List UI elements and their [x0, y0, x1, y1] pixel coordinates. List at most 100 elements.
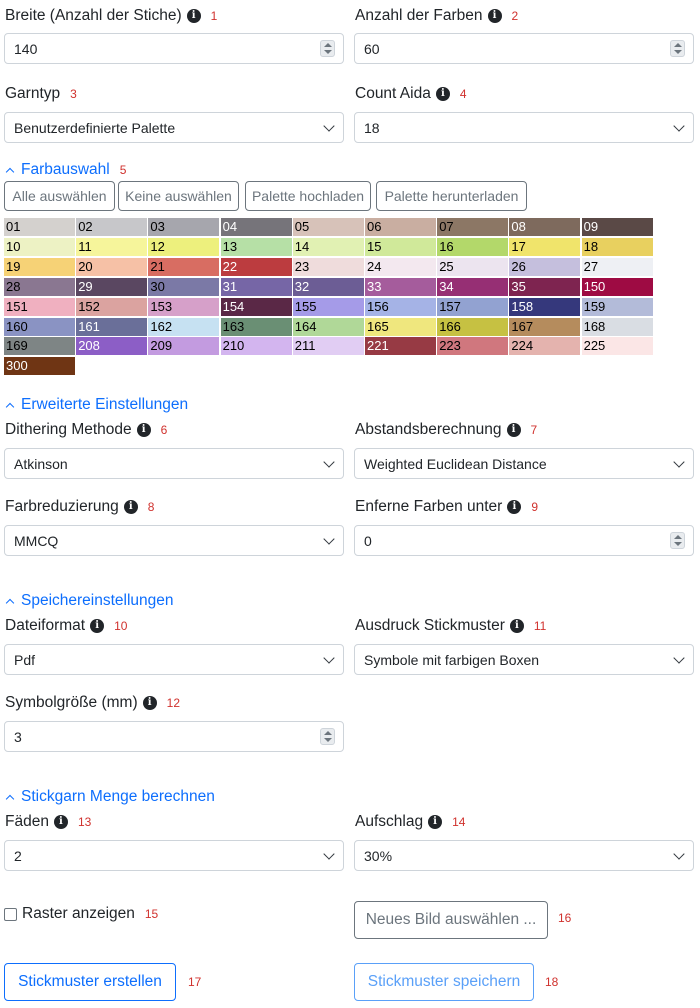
info-icon[interactable]: i	[509, 619, 524, 633]
color-swatch[interactable]: 165	[365, 317, 436, 336]
alle-auswaehlen-button[interactable]: Alle auswählen	[4, 181, 115, 211]
color-swatch[interactable]: 224	[509, 337, 581, 356]
color-swatch[interactable]: 158	[509, 297, 581, 316]
color-swatch[interactable]: 08	[509, 218, 581, 236]
color-swatch[interactable]: 04	[220, 218, 292, 236]
dithering-select[interactable]: Atkinson	[4, 448, 344, 479]
palette-hochladen-button[interactable]: Palette hochladen	[245, 181, 371, 211]
color-swatch[interactable]: 22	[220, 257, 292, 276]
color-swatch[interactable]: 25	[437, 257, 509, 276]
color-swatch[interactable]: 159	[581, 297, 653, 316]
color-swatch[interactable]: 221	[365, 337, 436, 356]
color-swatch[interactable]: 163	[220, 317, 292, 336]
info-icon[interactable]: i	[136, 423, 151, 437]
aufschlag-select[interactable]: 30%	[354, 840, 694, 871]
entferne-farben-input[interactable]: 0	[354, 525, 694, 556]
info-icon[interactable]: i	[90, 619, 105, 633]
count-aida-select[interactable]: 18	[354, 112, 694, 143]
stickmuster-speichern-button[interactable]: Stickmuster speichern	[354, 963, 534, 1001]
color-swatch[interactable]: 208	[76, 337, 148, 356]
section-stickgarn-menge[interactable]: Stickgarn Menge berechnen	[5, 788, 215, 806]
color-swatch[interactable]: 13	[220, 237, 292, 256]
faeden-select[interactable]: 2	[4, 840, 344, 871]
dateiformat-select[interactable]: Pdf	[4, 644, 344, 675]
color-swatch[interactable]: 161	[76, 317, 148, 336]
symbolgroesse-input[interactable]: 3	[4, 721, 344, 752]
color-swatch[interactable]: 162	[148, 317, 220, 336]
color-swatch[interactable]: 28	[4, 277, 75, 296]
color-swatch[interactable]: 27	[581, 257, 653, 276]
color-swatch[interactable]: 18	[581, 237, 653, 256]
neues-bild-button[interactable]: Neues Bild auswählen ...	[354, 901, 548, 939]
color-swatch[interactable]: 02	[76, 218, 148, 236]
color-swatch[interactable]: 153	[148, 297, 220, 316]
ausdruck-stickmuster-select[interactable]: Symbole mit farbigen Boxen	[354, 644, 694, 675]
color-swatch[interactable]: 210	[220, 337, 292, 356]
color-swatch[interactable]: 168	[581, 317, 653, 336]
color-swatch[interactable]: 12	[148, 237, 220, 256]
farbreduzierung-select[interactable]: MMCQ	[4, 525, 344, 556]
color-swatch[interactable]: 225	[581, 337, 653, 356]
color-swatch[interactable]: 24	[365, 257, 436, 276]
color-swatch[interactable]: 150	[581, 277, 653, 296]
spinner-icon[interactable]	[670, 532, 685, 549]
color-swatch[interactable]: 16	[437, 237, 509, 256]
spinner-icon[interactable]	[320, 40, 335, 57]
info-icon[interactable]: i	[507, 500, 522, 514]
info-icon[interactable]: i	[506, 423, 521, 437]
checkbox-box[interactable]	[4, 907, 17, 921]
keine-auswaehlen-button[interactable]: Keine auswählen	[118, 181, 239, 211]
info-icon[interactable]: i	[53, 815, 68, 829]
stickmuster-erstellen-button[interactable]: Stickmuster erstellen	[4, 963, 176, 1001]
color-swatch[interactable]: 300	[4, 357, 75, 376]
section-speichereinstellungen[interactable]: Speichereinstellungen	[5, 592, 174, 610]
color-swatch[interactable]: 154	[220, 297, 292, 316]
color-swatch[interactable]: 151	[4, 297, 75, 316]
color-swatch[interactable]: 10	[4, 237, 75, 256]
color-swatch[interactable]: 209	[148, 337, 220, 356]
section-erweiterte-einstellungen[interactable]: Erweiterte Einstellungen	[5, 396, 188, 414]
color-swatch[interactable]: 33	[365, 277, 436, 296]
color-swatch[interactable]: 14	[292, 237, 364, 256]
breite-input[interactable]: 140	[4, 33, 344, 64]
color-swatch[interactable]: 06	[365, 218, 436, 236]
color-swatch[interactable]: 11	[76, 237, 148, 256]
info-icon[interactable]: i	[142, 696, 157, 710]
color-swatch[interactable]: 15	[365, 237, 436, 256]
color-swatch[interactable]: 211	[292, 337, 364, 356]
anzahl-farben-input[interactable]: 60	[354, 33, 694, 64]
color-swatch[interactable]: 26	[509, 257, 581, 276]
info-icon[interactable]: i	[186, 9, 201, 23]
color-swatch[interactable]: 07	[437, 218, 509, 236]
abstandsberechnung-select[interactable]: Weighted Euclidean Distance	[354, 448, 694, 479]
color-swatch[interactable]: 17	[509, 237, 581, 256]
color-swatch[interactable]: 09	[581, 218, 653, 236]
spinner-icon[interactable]	[670, 40, 685, 57]
info-icon[interactable]: i	[487, 9, 502, 23]
color-swatch[interactable]: 31	[220, 277, 292, 296]
color-swatch[interactable]: 155	[292, 297, 364, 316]
color-swatch[interactable]: 157	[437, 297, 509, 316]
info-icon[interactable]: i	[435, 87, 450, 101]
color-swatch[interactable]: 23	[292, 257, 364, 276]
color-swatch[interactable]: 164	[292, 317, 364, 336]
color-swatch[interactable]: 167	[509, 317, 581, 336]
color-swatch[interactable]: 169	[4, 337, 75, 356]
info-icon[interactable]: i	[428, 815, 443, 829]
color-swatch[interactable]: 35	[509, 277, 581, 296]
color-swatch[interactable]: 152	[76, 297, 148, 316]
color-swatch[interactable]: 34	[437, 277, 509, 296]
color-swatch[interactable]: 32	[292, 277, 364, 296]
color-swatch[interactable]: 19	[4, 257, 75, 276]
color-swatch[interactable]: 166	[437, 317, 509, 336]
info-icon[interactable]: i	[123, 500, 138, 514]
color-swatch[interactable]: 01	[4, 218, 75, 236]
color-swatch[interactable]: 03	[148, 218, 220, 236]
section-farbauswahl[interactable]: Farbauswahl 5	[5, 161, 126, 179]
color-swatch[interactable]: 160	[4, 317, 75, 336]
palette-herunterladen-button[interactable]: Palette herunterladen	[376, 181, 527, 211]
color-swatch[interactable]: 21	[148, 257, 220, 276]
raster-anzeigen-checkbox[interactable]: Raster anzeigen 15	[4, 904, 158, 924]
color-swatch[interactable]: 20	[76, 257, 148, 276]
color-swatch[interactable]: 223	[437, 337, 509, 356]
